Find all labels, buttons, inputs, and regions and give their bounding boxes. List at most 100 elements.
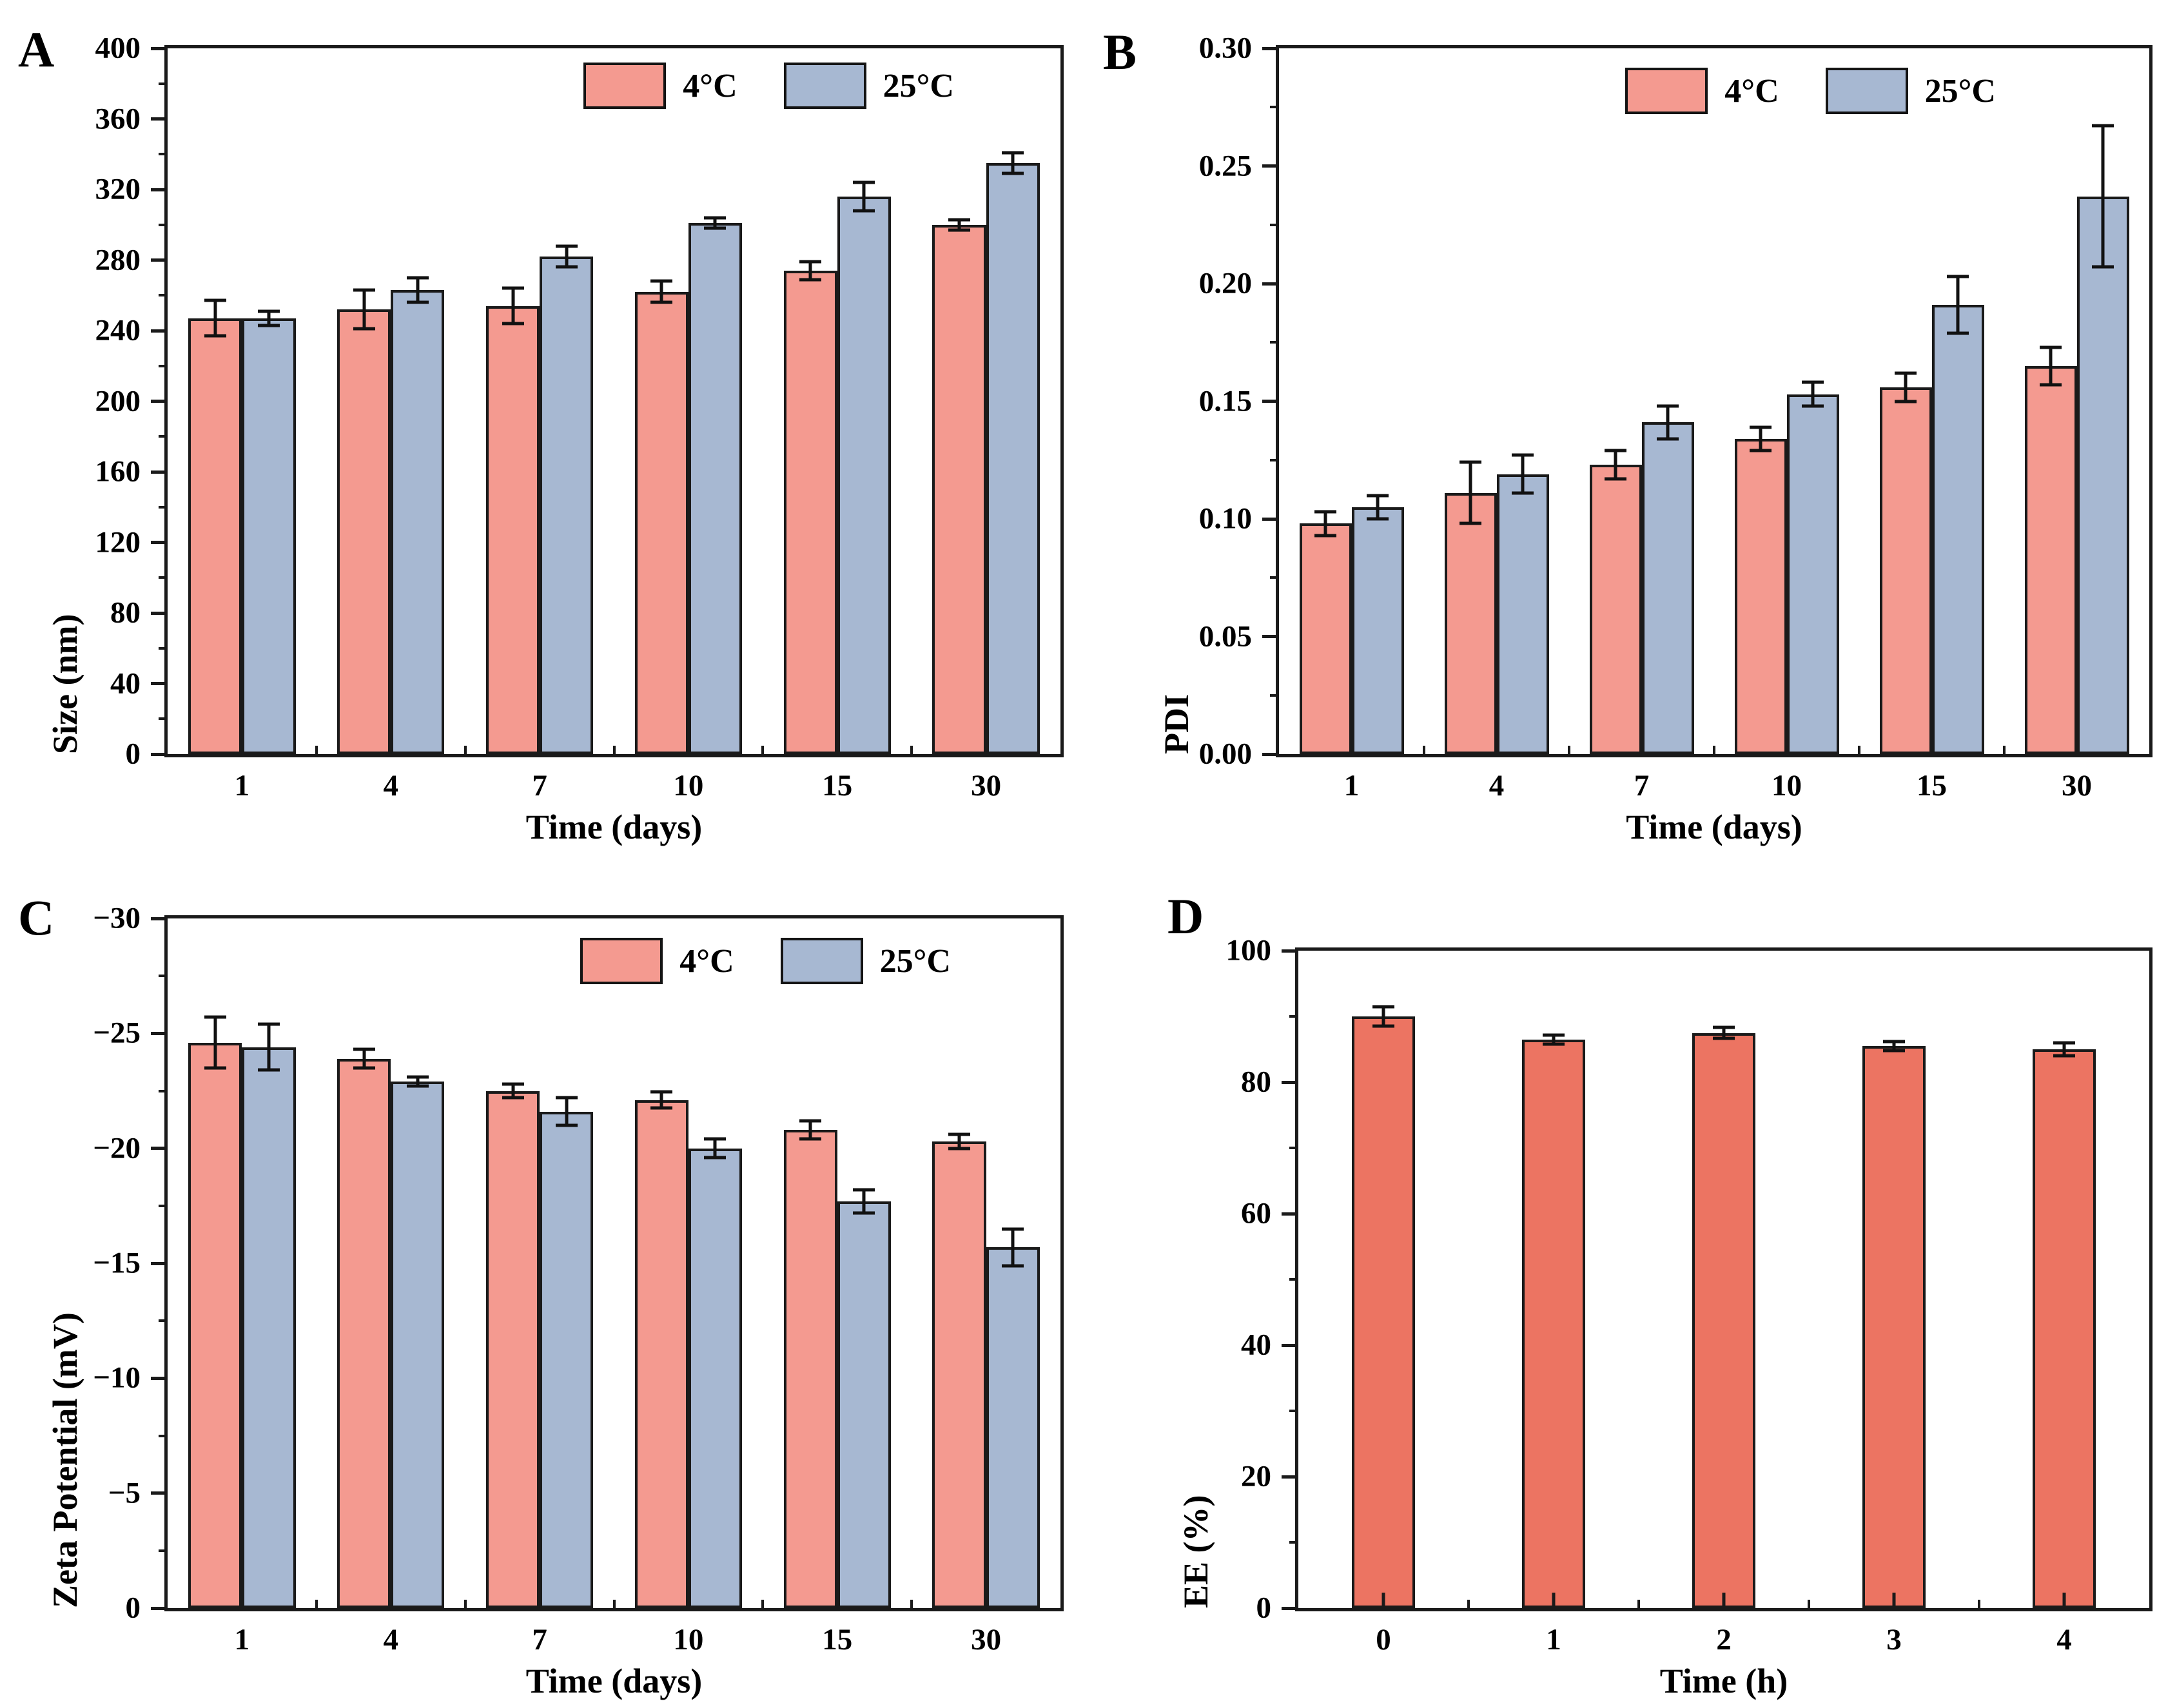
error-bar-cap-bottom — [1459, 521, 1481, 525]
y-axis-minor-tick — [159, 576, 168, 579]
x-axis-tick-label: 15 — [822, 769, 853, 802]
x-axis-minor-tick — [1808, 1600, 1810, 1608]
error-bar — [659, 281, 663, 303]
error-bar-cap-top — [799, 260, 822, 264]
y-axis-tick-label: 200 — [95, 384, 141, 418]
x-axis-tick — [1552, 1593, 1556, 1608]
error-bar — [862, 1189, 866, 1213]
y-axis-minor-tick — [159, 1204, 168, 1207]
y-axis-minor-tick — [1270, 341, 1279, 344]
bar-4°C-x1 — [188, 1042, 242, 1608]
bar-4°C-x1 — [1299, 523, 1352, 754]
error-bar — [1011, 1228, 1015, 1266]
error-bar-cap-top — [704, 1137, 727, 1141]
y-axis-tick-label: 0.20 — [1198, 266, 1252, 300]
x-axis-title: Time (days) — [1626, 808, 1802, 846]
panel-c-zeta-chart: C Zeta Potential (mV) Time (days) 4°C 25… — [0, 854, 1088, 1708]
x-axis-minor-tick — [315, 1600, 318, 1608]
bar-4°C-x15 — [1879, 387, 1932, 754]
x-axis-minor-tick — [464, 746, 467, 754]
error-bar — [362, 290, 366, 329]
error-bar-cap-bottom — [204, 334, 226, 338]
y-axis-tick — [151, 46, 168, 50]
y-axis-tick — [1262, 517, 1279, 521]
error-bar — [1381, 1006, 1385, 1027]
y-axis-minor-tick — [159, 1319, 168, 1323]
error-bar-cap-bottom — [704, 226, 727, 230]
x-axis-tick-label: 7 — [1634, 769, 1650, 802]
error-bar — [2049, 347, 2053, 385]
error-bar — [862, 182, 866, 211]
y-axis-tick-label: −20 — [93, 1131, 141, 1165]
y-axis-minor-tick — [1270, 694, 1279, 697]
error-bar — [267, 1024, 271, 1071]
x-axis-minor-tick — [612, 746, 616, 754]
y-axis-tick — [1262, 164, 1279, 168]
y-axis-tick-label: 360 — [95, 102, 141, 135]
error-bar-cap-top — [2040, 345, 2062, 349]
bar-25°C-x4 — [1496, 474, 1549, 754]
error-bar-cap-top — [1367, 494, 1389, 497]
bar-4°C-x15 — [783, 270, 837, 754]
y-axis-tick — [151, 470, 168, 474]
y-axis-tick-label: 20 — [1241, 1459, 1271, 1493]
x-axis-tick-label: 1 — [234, 1623, 250, 1656]
y-axis-minor-tick — [159, 717, 168, 721]
bar-25°C-x15 — [837, 1201, 891, 1608]
y-axis-tick-label: 0 — [125, 1591, 141, 1625]
legend-label-25c: 25°C — [879, 942, 951, 980]
x-axis-tick — [389, 1593, 393, 1608]
error-bar-cap-bottom — [853, 209, 875, 213]
y-axis-minor-tick — [1270, 458, 1279, 461]
error-bar — [565, 246, 569, 267]
y-axis-tick — [151, 1376, 168, 1380]
error-bar — [1469, 462, 1472, 524]
y-axis-title: EE (%) — [1176, 1495, 1215, 1609]
bar-25°C-x1 — [242, 1047, 296, 1608]
legend-swatch-4c — [1625, 68, 1708, 114]
error-bar — [213, 300, 217, 336]
x-axis-tick-label: 10 — [1772, 769, 1802, 802]
legend-label-25c: 25°C — [883, 67, 954, 104]
y-axis-tick — [1262, 46, 1279, 50]
panel-label-b: B — [1103, 24, 1137, 80]
error-bar-cap-top — [1002, 151, 1024, 155]
error-bar-cap-bottom — [1512, 491, 1534, 495]
x-axis-title: Time (days) — [525, 808, 703, 846]
x-axis-tick-label: 1 — [1343, 769, 1360, 802]
x-axis-minor-tick — [1637, 1600, 1640, 1608]
y-axis-tick-label: 240 — [95, 313, 141, 347]
y-axis-tick — [151, 917, 168, 920]
bar-25°C-x15 — [837, 196, 891, 754]
x-axis-tick — [1350, 739, 1353, 754]
error-bar-cap-top — [948, 1132, 971, 1136]
legend-item-4c: 4°C — [1625, 68, 1779, 114]
error-bar — [957, 219, 961, 230]
error-bar-cap-bottom — [2053, 1054, 2075, 1058]
error-bar-cap-top — [555, 244, 578, 248]
x-axis-tick — [1785, 739, 1788, 754]
bar-EE-x2 — [1692, 1033, 1755, 1608]
error-bar-cap-top — [1713, 1025, 1735, 1029]
panel-b-pdi-chart: B PDI Time (days) 4°C 25°C 0.00 0.05 0.10 0… — [1089, 0, 2177, 854]
error-bar-cap-bottom — [1657, 437, 1679, 441]
y-axis-title: Zeta Potential (mV) — [46, 1312, 84, 1608]
error-bar-cap-bottom — [1543, 1042, 1565, 1046]
x-axis-tick — [984, 1593, 988, 1608]
error-bar-cap-bottom — [1367, 517, 1389, 521]
error-bar — [1011, 152, 1015, 174]
x-axis-tick-label: 3 — [1886, 1623, 1902, 1656]
bar-EE-x3 — [1862, 1045, 1926, 1608]
error-bar-cap-bottom — [704, 1156, 727, 1160]
y-axis-tick — [151, 1031, 168, 1035]
x-axis-tick — [538, 739, 542, 754]
error-bar — [1956, 277, 1960, 333]
bar-25°C-x1 — [242, 318, 296, 754]
y-axis-tick — [151, 1147, 168, 1150]
error-bar-cap-top — [204, 298, 226, 302]
x-axis-tick-label: 1 — [234, 769, 250, 802]
error-bar-cap-top — [1605, 449, 1626, 452]
bar-4°C-x15 — [783, 1130, 837, 1608]
error-bar-cap-bottom — [502, 322, 524, 325]
y-axis-minor-tick — [159, 505, 168, 509]
